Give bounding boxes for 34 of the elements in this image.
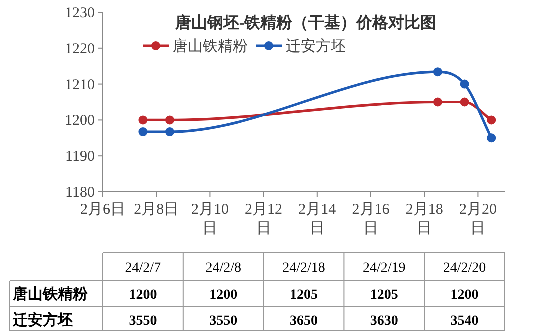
y-tick-label: 1190 (66, 149, 95, 166)
x-tick-label: 2月10日 (191, 202, 229, 237)
text: 迁安方坯 (12, 311, 73, 329)
text: 24/2/7 (125, 261, 162, 276)
x-tick-label: 2月8日 (134, 202, 180, 218)
text: 3630 (370, 314, 398, 329)
y-tick-label: 1210 (65, 77, 95, 94)
y-tick-label: 1180 (66, 185, 95, 201)
text: 24/2/20 (443, 261, 486, 276)
legend-label: 迁安方坯 (286, 38, 346, 55)
text: 1200 (450, 288, 479, 303)
text: 3540 (450, 314, 479, 329)
text: 3550 (129, 314, 158, 329)
text: 唐山铁精粉 (12, 285, 89, 303)
legend-label: 唐山铁精粉 (173, 38, 248, 55)
x-tick-label: 2月18日 (406, 202, 444, 237)
text: 3550 (210, 314, 238, 329)
chart-title: 唐山钢坯-铁精粉（干基）价格对比图 (174, 14, 437, 32)
y-tick-label: 1230 (65, 6, 95, 22)
text: 24/2/8 (206, 261, 242, 276)
text: 3650 (290, 314, 318, 329)
text: 24/2/19 (363, 261, 406, 276)
x-tick-label: 2月14日 (298, 202, 337, 237)
x-tick-label: 2月16日 (352, 202, 390, 237)
y-tick-label: 1220 (65, 41, 95, 58)
y-tick-label: 1200 (65, 113, 95, 130)
x-tick-label: 2月6日 (80, 202, 126, 218)
x-tick-label: 2月12日 (245, 202, 283, 237)
text: 24/2/18 (282, 261, 326, 276)
x-tick-label: 2月20日 (459, 202, 497, 237)
text: 1200 (210, 288, 238, 303)
text: 1205 (290, 288, 318, 303)
text: 1200 (129, 288, 158, 303)
text: 1205 (370, 288, 398, 303)
